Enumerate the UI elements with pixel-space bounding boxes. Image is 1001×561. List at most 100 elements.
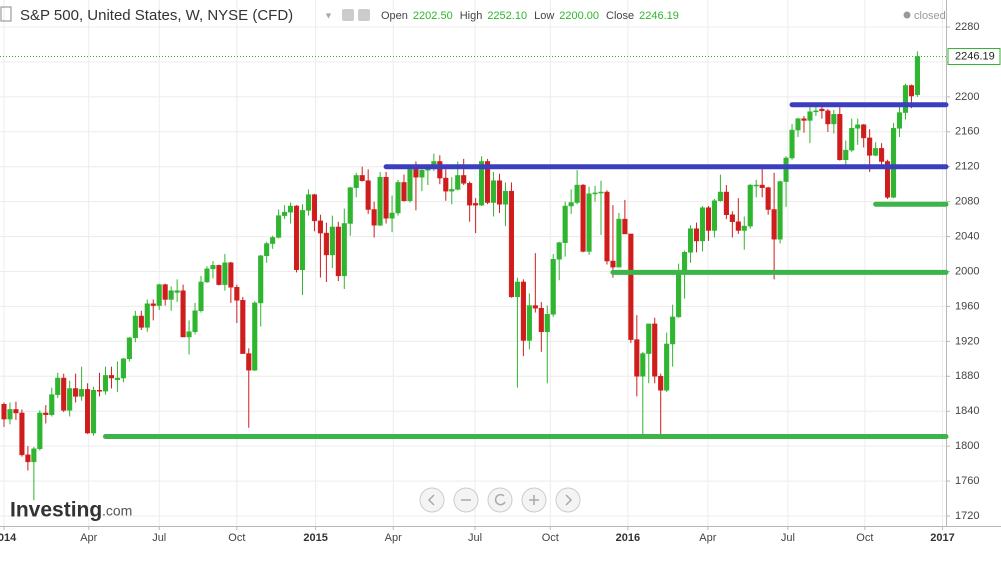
candle-body xyxy=(7,409,13,420)
candle-body xyxy=(473,203,479,206)
candle-body xyxy=(305,194,312,211)
candle-body xyxy=(807,111,813,121)
candle-body xyxy=(282,211,288,216)
candle-body xyxy=(777,181,783,240)
candle-body xyxy=(896,112,903,129)
menu-icon[interactable] xyxy=(0,6,12,22)
candle-body xyxy=(19,412,25,456)
candle-body xyxy=(550,259,556,315)
plot: 2246.19 xyxy=(0,48,1001,501)
candle-body xyxy=(544,314,550,333)
candle-body xyxy=(365,180,371,210)
candle-body xyxy=(264,243,270,257)
scroll-left-button[interactable] xyxy=(419,487,445,513)
candle-body xyxy=(520,281,526,341)
y-tick-label: 1840 xyxy=(955,405,979,417)
close-icon[interactable] xyxy=(358,9,370,21)
candle-body xyxy=(234,286,240,301)
candle-body xyxy=(556,242,562,260)
candle-body xyxy=(91,390,97,434)
candle-body xyxy=(156,284,162,306)
reset-icon xyxy=(494,493,506,506)
y-tick-label: 1960 xyxy=(955,300,979,312)
dropdown[interactable]: ▼ xyxy=(324,10,333,20)
candle-body xyxy=(204,268,210,283)
x-tick-label: 2016 xyxy=(616,532,640,544)
y-tick-label: 1760 xyxy=(955,475,979,487)
candle-body xyxy=(813,110,819,113)
candle-body xyxy=(867,137,873,156)
candle-body xyxy=(711,200,717,231)
candle-body xyxy=(341,223,347,277)
candle-body xyxy=(1,403,7,420)
candle-body xyxy=(13,409,19,414)
candle-body xyxy=(747,184,753,227)
candle-body xyxy=(717,191,723,202)
candle-body xyxy=(658,376,664,391)
candle-body xyxy=(735,221,741,231)
candle-body xyxy=(490,180,497,203)
candle-body xyxy=(485,161,491,203)
candle-body xyxy=(795,118,801,131)
candle-body xyxy=(437,161,443,179)
ohlc-label: Low xyxy=(534,10,554,22)
candle-body xyxy=(879,148,885,162)
candle-body xyxy=(873,148,879,156)
x-tick-label: Apr xyxy=(699,532,716,544)
candle-body xyxy=(914,56,920,95)
y-tick-label: 1800 xyxy=(955,440,979,452)
candle-body xyxy=(85,389,91,434)
y-tick-label: 2200 xyxy=(955,91,979,103)
x-tick-label: Apr xyxy=(385,532,402,544)
candle-body xyxy=(126,337,132,360)
candle-body xyxy=(407,169,413,202)
settings-icon[interactable] xyxy=(342,9,354,21)
y-tick-label: 1880 xyxy=(955,370,979,382)
candle-body xyxy=(592,192,598,195)
candle-body xyxy=(586,193,592,252)
right-icon xyxy=(565,494,573,506)
candle-body xyxy=(114,377,120,381)
candle-body xyxy=(67,388,73,411)
y-tick-label: 2080 xyxy=(955,196,979,208)
x-tick-label: 2017 xyxy=(930,532,954,544)
candle-body xyxy=(526,305,532,341)
candle-body xyxy=(598,191,604,194)
y-tick-label: 2280 xyxy=(955,21,979,33)
ohlc-label: High xyxy=(460,10,483,22)
candle-body xyxy=(162,284,168,300)
candle-body xyxy=(729,214,735,222)
candle-body xyxy=(120,358,126,379)
candle-body xyxy=(616,218,622,268)
candle-body xyxy=(228,262,234,288)
candle-body xyxy=(138,315,144,328)
candle-body xyxy=(347,187,353,224)
candle-body xyxy=(293,205,300,271)
scroll-right-button[interactable] xyxy=(555,487,581,513)
candle-body xyxy=(144,303,150,328)
candle-body xyxy=(682,252,688,273)
header: S&P 500, United States, W, NYSE (CFD) ▼ … xyxy=(0,6,946,24)
y-tick-label: 2040 xyxy=(955,230,979,242)
y-tick-label: 2120 xyxy=(955,161,979,173)
candle-body xyxy=(377,176,383,226)
last-price-box xyxy=(947,48,1001,66)
candle-body xyxy=(455,175,461,190)
candle-body xyxy=(270,237,276,244)
candle-body xyxy=(61,377,67,411)
candle-body xyxy=(771,209,777,240)
candle-body xyxy=(329,226,335,256)
x-tick-label: Jul xyxy=(468,532,482,544)
candle-body xyxy=(538,307,544,333)
candle-body xyxy=(401,182,407,202)
y-tick-label: 1720 xyxy=(955,510,979,522)
candle-body xyxy=(902,85,909,113)
reset-button[interactable] xyxy=(487,487,513,513)
candle-body xyxy=(759,184,765,188)
candle-body xyxy=(288,205,294,213)
candle-body xyxy=(819,108,825,112)
candle-body xyxy=(323,232,329,256)
candle-body xyxy=(443,177,449,192)
